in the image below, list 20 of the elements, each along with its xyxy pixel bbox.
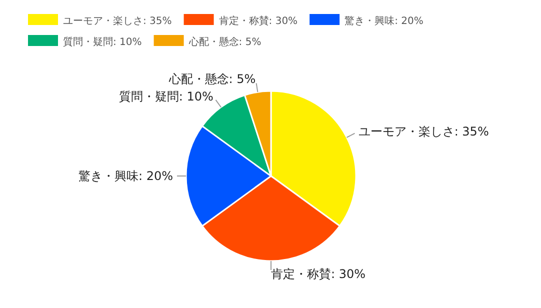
text: : 35% bbox=[454, 124, 489, 139]
legend-label: 心配・懸念 bbox=[188, 36, 239, 48]
text: : 30% bbox=[268, 16, 298, 27]
slice-label: 肯定・称賛 bbox=[271, 267, 331, 281]
slice-label: 驚き・興味 bbox=[78, 169, 138, 183]
slice-label: 心配・懸念 bbox=[168, 72, 229, 86]
slice-label: ユーモア・楽しさ bbox=[358, 124, 454, 139]
data-label: : 20% bbox=[138, 169, 173, 183]
slice-label: 質問・疑問 bbox=[118, 90, 179, 104]
text: : 20% bbox=[394, 16, 424, 27]
legend-label: 質問・疑問 bbox=[63, 36, 113, 48]
data-label: : 30% bbox=[331, 267, 366, 281]
data-label: : 10% bbox=[178, 90, 214, 104]
legend-label: ユーモア・楽しさ bbox=[63, 15, 143, 27]
data-label: : 5% bbox=[228, 72, 256, 86]
text: : 10% bbox=[113, 37, 142, 48]
legend-label: 驚き・興味 bbox=[344, 15, 395, 27]
data-label: : 35% bbox=[143, 16, 172, 27]
legend-label: 肯定・称賛 bbox=[218, 15, 269, 27]
text: : 5% bbox=[238, 37, 262, 48]
